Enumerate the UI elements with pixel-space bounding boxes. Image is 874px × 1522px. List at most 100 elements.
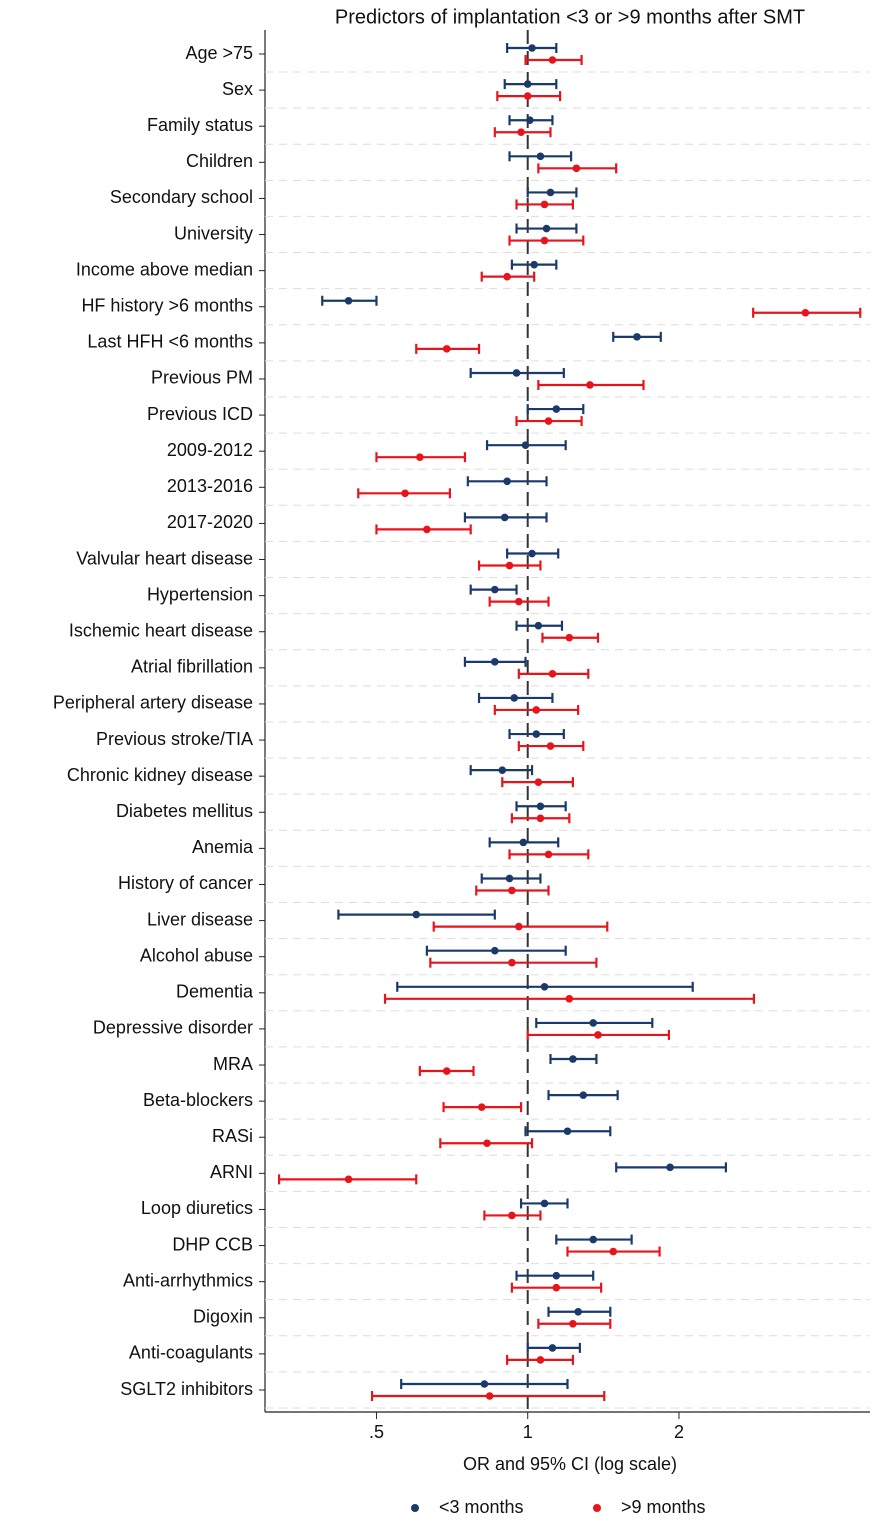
point-estimate <box>344 1175 353 1184</box>
point-estimate <box>552 1283 561 1292</box>
point-estimate <box>548 1344 557 1352</box>
point-estimate <box>508 1211 516 1220</box>
category-label: Beta-blockers <box>143 1090 253 1110</box>
category-label: University <box>174 223 253 243</box>
category-label: Sex <box>222 79 253 99</box>
point-estimate <box>565 995 574 1003</box>
point-estimate <box>569 1055 577 1063</box>
legend-label: >9 months <box>621 1497 706 1517</box>
category-label: Anemia <box>192 837 254 857</box>
category-label: Loop diuretics <box>141 1198 253 1218</box>
point-estimate <box>519 838 528 847</box>
category-label: Age >75 <box>185 43 253 63</box>
point-estimate <box>536 152 545 161</box>
point-estimate <box>442 1067 451 1075</box>
point-estimate <box>528 44 536 52</box>
category-label: Anti-arrhythmics <box>123 1270 253 1290</box>
point-estimate <box>552 405 561 413</box>
point-estimate <box>523 80 532 88</box>
category-label: Chronic kidney disease <box>67 765 253 785</box>
point-estimate <box>508 886 516 895</box>
x-axis-label: OR and 95% CI (log scale) <box>463 1454 677 1474</box>
point-estimate <box>532 730 541 738</box>
point-estimate <box>542 224 551 233</box>
point-estimate <box>503 477 511 486</box>
point-estimate <box>477 1103 486 1111</box>
point-estimate <box>589 1019 598 1027</box>
category-label: 2017-2020 <box>167 512 253 532</box>
category-label: Previous PM <box>151 368 253 388</box>
point-estimate <box>534 778 543 786</box>
point-estimate <box>536 814 545 823</box>
point-estimate <box>532 706 541 714</box>
point-estimate <box>508 958 516 967</box>
point-estimate <box>416 453 424 461</box>
point-estimate <box>500 513 509 522</box>
category-label: RASi <box>212 1126 253 1146</box>
legend-label: <3 months <box>439 1497 524 1517</box>
point-estimate <box>536 802 545 811</box>
point-estimate <box>480 1380 489 1388</box>
point-estimate <box>498 766 507 774</box>
category-label: Anti-coagulants <box>129 1343 253 1363</box>
point-estimate <box>609 1247 618 1256</box>
category-label: Ischemic heart disease <box>69 620 253 640</box>
point-estimate <box>423 525 431 534</box>
category-label: MRA <box>213 1054 253 1074</box>
category-label: Secondary school <box>110 187 253 207</box>
category-label: Dementia <box>176 982 254 1002</box>
point-estimate <box>401 489 409 498</box>
point-estimate <box>412 910 421 919</box>
point-estimate <box>442 345 451 353</box>
category-label: Income above median <box>76 259 253 279</box>
category-label: Diabetes mellitus <box>116 801 253 821</box>
x-tick-label: .5 <box>369 1422 384 1442</box>
point-estimate <box>546 742 555 750</box>
point-estimate <box>505 561 514 570</box>
point-estimate <box>544 850 553 859</box>
point-estimate <box>512 369 521 377</box>
category-label: DHP CCB <box>172 1234 253 1254</box>
point-estimate <box>485 1392 494 1400</box>
point-estimate <box>586 381 594 389</box>
point-estimate <box>534 621 543 630</box>
point-estimate <box>589 1235 598 1244</box>
category-label: ARNI <box>210 1162 253 1182</box>
point-estimate <box>344 296 353 305</box>
point-estimate <box>540 983 549 991</box>
point-estimate <box>515 597 523 606</box>
category-label: HF history >6 months <box>81 296 253 316</box>
category-label: Digoxin <box>193 1307 253 1327</box>
point-estimate <box>544 417 553 425</box>
point-estimate <box>530 260 538 269</box>
category-label: Last HFH <6 months <box>87 332 253 352</box>
point-estimate <box>548 670 557 678</box>
chart-title: Predictors of implantation <3 or >9 mont… <box>335 6 805 28</box>
point-estimate <box>569 1319 577 1328</box>
point-estimate <box>505 874 514 883</box>
category-label: Peripheral artery disease <box>53 693 253 713</box>
category-label: Atrial fibrillation <box>131 657 253 677</box>
category-label: 2013-2016 <box>167 476 253 496</box>
point-estimate <box>546 188 555 197</box>
point-estimate <box>515 922 523 931</box>
category-label: Hypertension <box>147 584 253 604</box>
point-estimate <box>491 946 499 955</box>
category-label: Valvular heart disease <box>76 548 253 568</box>
point-estimate <box>666 1163 674 1172</box>
point-estimate <box>548 56 557 64</box>
category-label: 2009-2012 <box>167 440 253 460</box>
point-estimate <box>483 1139 491 1148</box>
point-estimate <box>510 694 519 702</box>
point-estimate <box>517 128 525 137</box>
point-estimate <box>540 200 549 209</box>
point-estimate <box>594 1031 602 1039</box>
point-estimate <box>540 1199 549 1208</box>
category-label: History of cancer <box>118 873 253 893</box>
category-label: SGLT2 inhibitors <box>120 1379 253 1399</box>
category-label: Children <box>186 151 253 171</box>
point-estimate <box>523 92 532 100</box>
x-tick-label: 2 <box>674 1422 684 1442</box>
point-estimate <box>563 1127 572 1136</box>
